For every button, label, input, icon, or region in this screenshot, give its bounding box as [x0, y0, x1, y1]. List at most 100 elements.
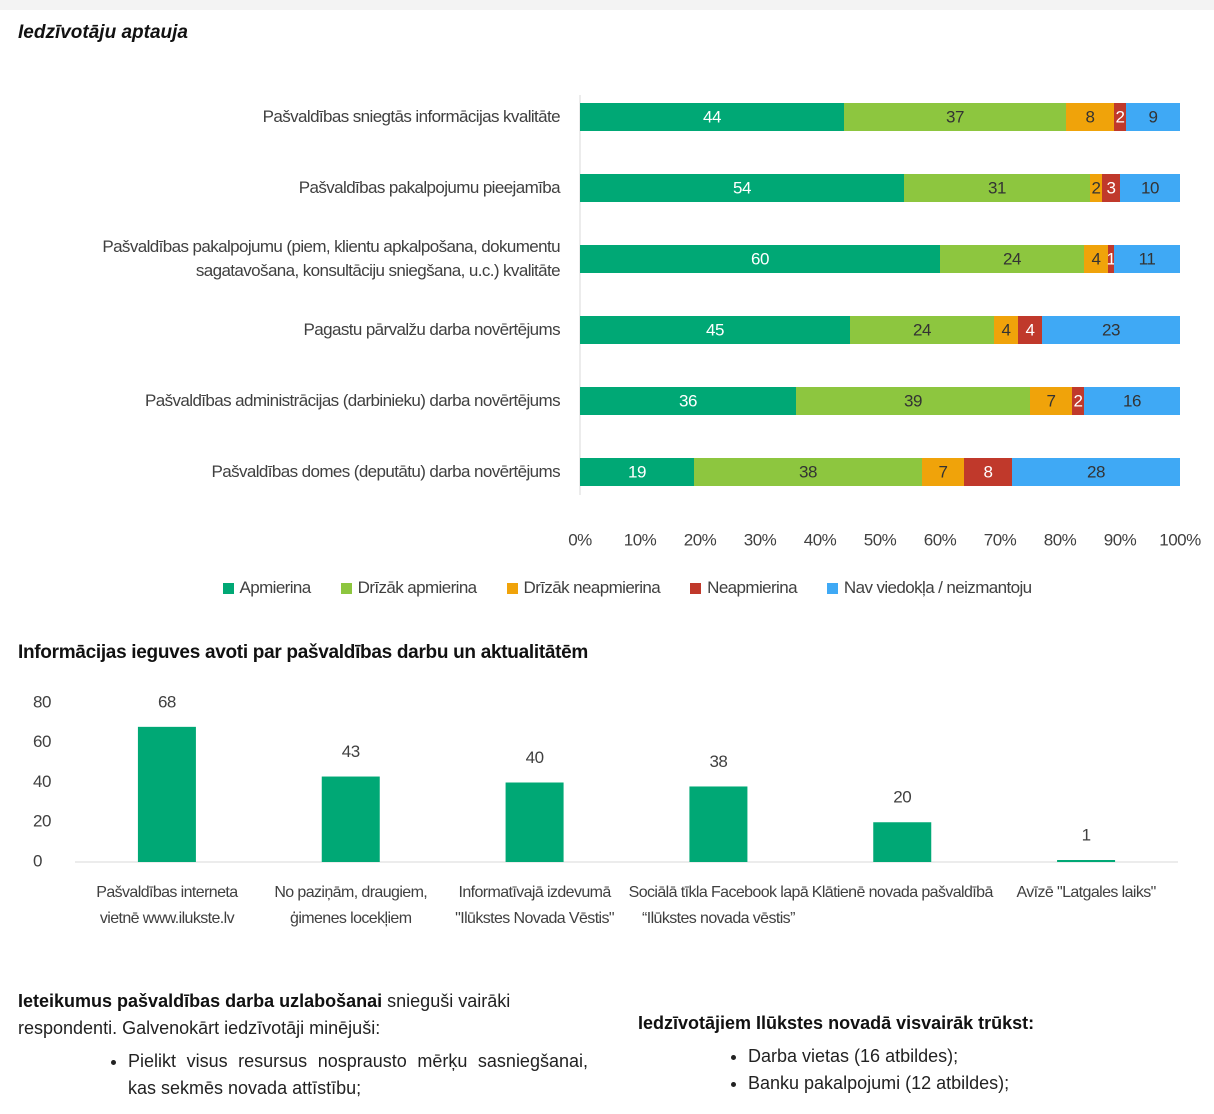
- recommendations: Ieteikumus pašvaldības darba uzlabošanai…: [18, 988, 588, 1102]
- bar-segment: [1066, 103, 1114, 131]
- bar-segment: [922, 458, 964, 486]
- bar-segment: [964, 458, 1012, 486]
- data-label: 24: [1003, 249, 1021, 268]
- legend-item: Neapmierina: [690, 578, 798, 598]
- data-label: 8: [1086, 107, 1095, 126]
- legend-swatch: [222, 582, 234, 594]
- bar-segment: [904, 174, 1090, 202]
- list-item: Pielikt visus resursus nosprausto mērķu …: [128, 1048, 588, 1102]
- x-tick-label: Informatīvajā izdevumā "Ilūkstes Novada …: [455, 884, 614, 927]
- data-label: 28: [1087, 462, 1105, 481]
- text: snieguši vairāki respondenti. Galvenokār…: [18, 991, 511, 1038]
- data-label: 24: [913, 320, 931, 339]
- data-label: 2: [1074, 391, 1083, 410]
- data-label: 1: [1107, 249, 1116, 268]
- legend-label: Drīzāk apmierina: [357, 578, 477, 597]
- legend-swatch: [506, 582, 518, 594]
- bar-segment: [1042, 316, 1180, 344]
- heading: Iedzīvotājiem Ilūkstes novadā visvairāk …: [638, 1013, 1035, 1033]
- data-label: 39: [904, 391, 922, 410]
- list-item: Darba vietas (16 atbildes);: [748, 1043, 1198, 1070]
- data-label: 54: [733, 178, 751, 197]
- data-label: 68: [158, 692, 176, 711]
- legend-label: Apmierina: [239, 578, 312, 597]
- data-label: 4: [1026, 320, 1035, 339]
- legend-swatch: [690, 582, 702, 594]
- x-tick-label: 90%: [1104, 530, 1137, 549]
- y-tick-label: 0: [33, 851, 42, 870]
- bar-segment: [1102, 174, 1120, 202]
- category-label: Pašvaldības pakalpojumu (piem, klientu a…: [102, 237, 560, 280]
- x-tick-label: Sociālā tīkla Facebook lapā “Ilūkstes no…: [628, 884, 809, 927]
- data-label: 31: [988, 178, 1006, 197]
- data-label: 2: [1116, 107, 1125, 126]
- bar: [1057, 860, 1116, 862]
- data-label: 38: [799, 462, 817, 481]
- category-label: Pašvaldības domes (deputātu) darba novēr…: [211, 462, 560, 481]
- x-tick-label: 80%: [1044, 530, 1077, 549]
- bar-segment: [580, 245, 940, 273]
- data-label: 60: [751, 249, 769, 268]
- list: Darba vietas (16 atbildes);Banku pakalpo…: [638, 1043, 1198, 1097]
- bar-segment: [844, 103, 1066, 131]
- x-tick-label: 100%: [1159, 530, 1201, 549]
- bar-segment: [1018, 316, 1042, 344]
- lead: Ieteikumus pašvaldības darba uzlabošanai: [18, 991, 383, 1011]
- data-label: 40: [526, 748, 544, 767]
- y-tick-label: 80: [33, 692, 51, 711]
- bar: [321, 776, 380, 862]
- list: Pielikt visus resursus nosprausto mērķu …: [18, 1048, 588, 1102]
- legend-item: Drīzāk apmierina: [340, 578, 477, 598]
- data-label: 38: [709, 752, 727, 771]
- legend-label: Nav viedokļa / neizmantoju: [843, 578, 1032, 597]
- data-label: 3: [1107, 178, 1116, 197]
- x-tick-label: Klātienē novada pašvaldībā: [811, 884, 994, 901]
- legend-label: Drīzāk neapmierina: [523, 578, 661, 597]
- bar-segment: [1030, 387, 1072, 415]
- data-label: 44: [703, 107, 721, 126]
- data-label: 9: [1149, 107, 1158, 126]
- bar-segment: [1114, 245, 1180, 273]
- legend: Apmierina Drīzāk apmierina Drīzāk neapmier…: [0, 578, 1214, 598]
- shortages: Iedzīvotājiem Ilūkstes novadā visvairāk …: [638, 1010, 1198, 1097]
- data-label: 45: [706, 320, 724, 339]
- x-tick-label: No paziņām, draugiem, ģimenes locekļiem: [274, 884, 428, 927]
- data-label: 16: [1123, 391, 1141, 410]
- data-label: 7: [939, 462, 948, 481]
- data-label: 7: [1047, 391, 1056, 410]
- legend-label: Neapmierina: [707, 578, 797, 597]
- bar-segment: [580, 103, 844, 131]
- legend-item: Nav viedokļa / neizmantoju: [826, 578, 1032, 598]
- x-tick-label: 40%: [804, 530, 837, 549]
- x-tick-label: 50%: [864, 530, 897, 549]
- data-label: 19: [628, 462, 646, 481]
- data-label: 4: [1092, 249, 1101, 268]
- bar: [137, 726, 196, 862]
- bar-segment: [1084, 387, 1180, 415]
- data-label: 4: [1002, 320, 1011, 339]
- bar-segment: [1090, 174, 1102, 202]
- data-label: 11: [1139, 249, 1156, 268]
- chart-title: Informācijas ieguves avoti par pašvaldīb…: [18, 642, 588, 663]
- bar: [689, 786, 748, 862]
- bar-segment: [580, 174, 904, 202]
- x-tick-label: 60%: [924, 530, 957, 549]
- bar-segment: [1120, 174, 1180, 202]
- data-label: 8: [984, 462, 993, 481]
- category-label: Pašvaldības pakalpojumu pieejamība: [298, 178, 561, 197]
- x-tick-label: Pašvaldības interneta vietnē www.ilukste…: [96, 884, 238, 927]
- data-label: 36: [679, 391, 697, 410]
- bar: [873, 822, 932, 862]
- data-label: 2: [1092, 178, 1101, 197]
- data-label: 23: [1102, 320, 1120, 339]
- bar-segment: [1114, 103, 1126, 131]
- bar-segment: [850, 316, 994, 344]
- page-title: Iedzīvotāju aptauja: [18, 22, 188, 43]
- bar-segment: [580, 316, 850, 344]
- data-label: 1: [1082, 825, 1091, 844]
- legend-swatch: [340, 582, 352, 594]
- data-label: 20: [893, 788, 911, 807]
- bar-segment: [994, 316, 1018, 344]
- x-tick-label: 30%: [744, 530, 777, 549]
